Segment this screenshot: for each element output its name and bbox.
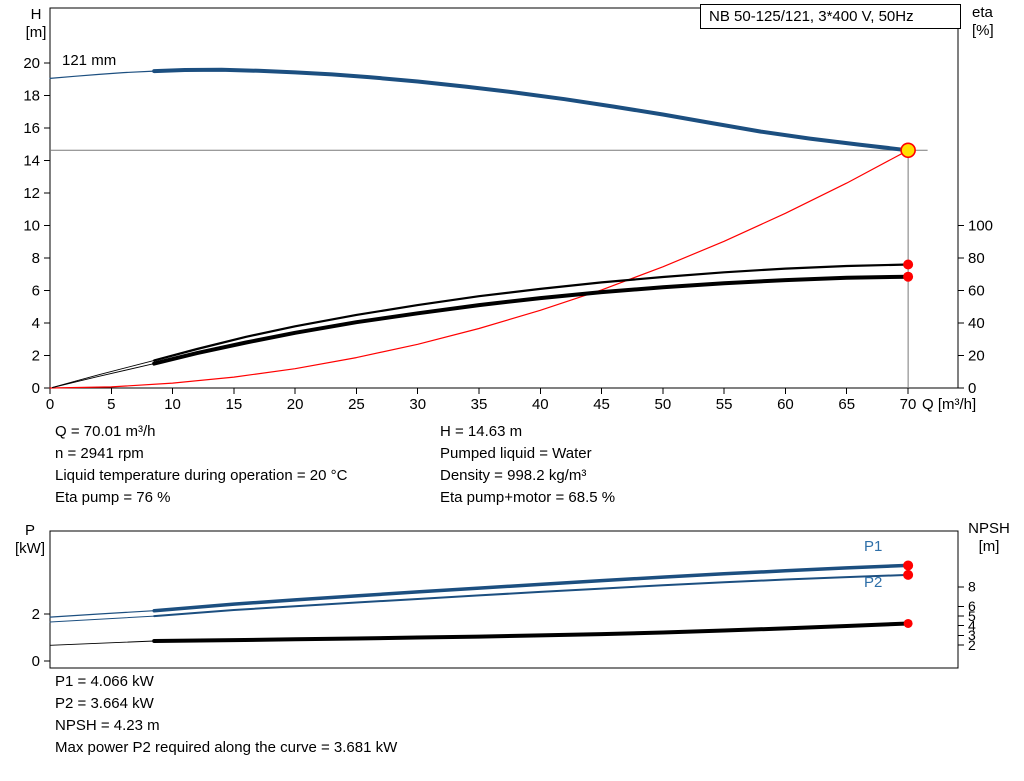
q-axis-unit-label: Q [m³/h] xyxy=(922,396,977,413)
qh-curve xyxy=(152,67,911,153)
y-left-tick-label: 2 xyxy=(32,348,40,365)
max-power-line: Max power P2 required along the curve = … xyxy=(55,739,398,756)
flow-value-line: Q = 70.01 m³/h xyxy=(55,423,156,440)
eta-total-curve xyxy=(152,274,911,366)
p2-lead-curve xyxy=(49,615,155,623)
npsh-axis-title-symbol: NPSH xyxy=(968,520,1010,537)
x-tick-label: 10 xyxy=(164,396,181,413)
y-left-tick-label: 10 xyxy=(23,218,40,235)
pump-model-box: NB 50-125/121, 3*400 V, 50Hz xyxy=(700,4,961,29)
eta-pump-curve xyxy=(153,263,910,362)
y-left-tick-label: 2 xyxy=(32,606,40,623)
operating-data-right: H = 14.63 m Pumped liquid = Water Densit… xyxy=(440,421,615,509)
p-axis-title-unit: [kW] xyxy=(15,540,45,557)
p-axis-title-symbol: P xyxy=(24,522,35,539)
p1-curve xyxy=(152,563,910,613)
x-tick-label: 50 xyxy=(655,396,672,413)
eta-axis-title-unit: [%] xyxy=(972,22,994,39)
p1-lead-curve xyxy=(49,610,155,618)
x-tick-label: 30 xyxy=(409,396,426,413)
npsh-lead-curve xyxy=(49,640,155,646)
system-curve xyxy=(49,149,909,389)
y-right-tick-label: 4 xyxy=(968,617,976,633)
operating-data-left: Q = 70.01 m³/h n = 2941 rpm Liquid tempe… xyxy=(55,421,347,509)
x-tick-label: 15 xyxy=(226,396,243,413)
p-axis-title: P [kW] xyxy=(6,522,54,558)
x-tick-label: 0 xyxy=(46,396,54,413)
y-left-tick-label: 6 xyxy=(32,283,40,300)
p2-point xyxy=(903,569,914,580)
y-left-tick-label: 8 xyxy=(32,250,40,267)
eta-pump-motor-line: Eta pump+motor = 68.5 % xyxy=(440,489,616,506)
y-right-tick-label: 6 xyxy=(968,598,976,614)
y-right-tick-label: 3 xyxy=(968,627,976,643)
x-tick-label: 20 xyxy=(287,396,304,413)
y-right-tick-label: 20 xyxy=(968,348,985,365)
power-npsh-plot-area[interactable] xyxy=(50,531,958,668)
x-tick-label: 60 xyxy=(777,396,794,413)
y-left-tick-label: 18 xyxy=(23,88,40,105)
h-axis-title-symbol: H xyxy=(30,6,42,23)
npsh-axis-title-unit: [m] xyxy=(978,538,1000,555)
y-right-tick-label: 80 xyxy=(968,250,985,267)
x-tick-label: 40 xyxy=(532,396,549,413)
y-right-tick-label: 5 xyxy=(968,608,976,624)
y-right-tick-label: 100 xyxy=(968,218,993,235)
chart-frame-1 xyxy=(49,530,959,669)
x-tick-label: 35 xyxy=(471,396,488,413)
qh-lead-curve xyxy=(49,70,155,80)
power-npsh-data: P1 = 4.066 kW P2 = 3.664 kW NPSH = 4.23 … xyxy=(55,671,397,759)
p2-value-line: P2 = 3.664 kW xyxy=(55,695,154,712)
eta-pump-line: Eta pump = 76 % xyxy=(55,489,171,506)
p1-point xyxy=(903,560,914,571)
x-tick-label: 65 xyxy=(838,396,855,413)
eta-pump-point xyxy=(903,259,914,270)
eta-axis-title: eta [%] xyxy=(972,4,1018,40)
y-left-tick-label: 20 xyxy=(23,55,40,72)
pumped-liquid-line: Pumped liquid = Water xyxy=(440,445,592,462)
y-left-tick-label: 14 xyxy=(23,153,40,170)
liquid-temperature-line: Liquid temperature during operation = 20… xyxy=(55,467,348,484)
npsh-axis-title: NPSH [m] xyxy=(964,520,1014,556)
x-tick-label: 25 xyxy=(348,396,365,413)
y-left-tick-label: 0 xyxy=(32,380,40,397)
p2-curve-label: P2 xyxy=(864,574,883,591)
y-left-tick-label: 16 xyxy=(23,120,40,137)
y-right-tick-label: 60 xyxy=(968,283,985,300)
y-left-tick-label: 4 xyxy=(32,315,40,332)
pump-model-title: NB 50-125/121, 3*400 V, 50Hz xyxy=(709,8,914,25)
x-tick-label: 70 xyxy=(900,396,917,413)
y-right-tick-label: 8 xyxy=(968,579,976,595)
density-line: Density = 998.2 kg/m³ xyxy=(440,467,587,484)
impeller-diameter-label: 121 mm xyxy=(62,52,117,69)
npsh-curve xyxy=(152,621,911,643)
qh-plot-area[interactable] xyxy=(50,8,958,388)
chart-frame-0 xyxy=(49,7,959,389)
npsh-value-line: NPSH = 4.23 m xyxy=(55,717,160,734)
y-right-tick-label: 0 xyxy=(968,380,976,397)
eta-axis-title-symbol: eta xyxy=(972,4,993,21)
y-right-tick-label: 40 xyxy=(968,315,985,332)
head-value-line: H = 14.63 m xyxy=(440,423,523,440)
duty-point-marker[interactable] xyxy=(900,142,916,159)
x-tick-label: 55 xyxy=(716,396,733,413)
eta-pump-motor-point xyxy=(903,271,914,282)
p1-curve-label: P1 xyxy=(864,538,883,555)
y-left-tick-label: 0 xyxy=(32,653,40,670)
y-right-tick-label: 2 xyxy=(968,637,976,653)
y-left-tick-label: 12 xyxy=(23,185,40,202)
npsh-point xyxy=(903,618,913,628)
p2-curve xyxy=(153,573,910,618)
x-tick-label: 5 xyxy=(107,396,115,413)
speed-value-line: n = 2941 rpm xyxy=(55,445,144,462)
x-tick-label: 45 xyxy=(593,396,610,413)
h-axis-title: H [m] xyxy=(14,6,58,42)
eta-pump-lead-curve xyxy=(52,359,155,388)
p1-value-line: P1 = 4.066 kW xyxy=(55,673,154,690)
eta-total-lead-curve xyxy=(52,363,155,388)
h-axis-title-unit: [m] xyxy=(25,24,47,41)
